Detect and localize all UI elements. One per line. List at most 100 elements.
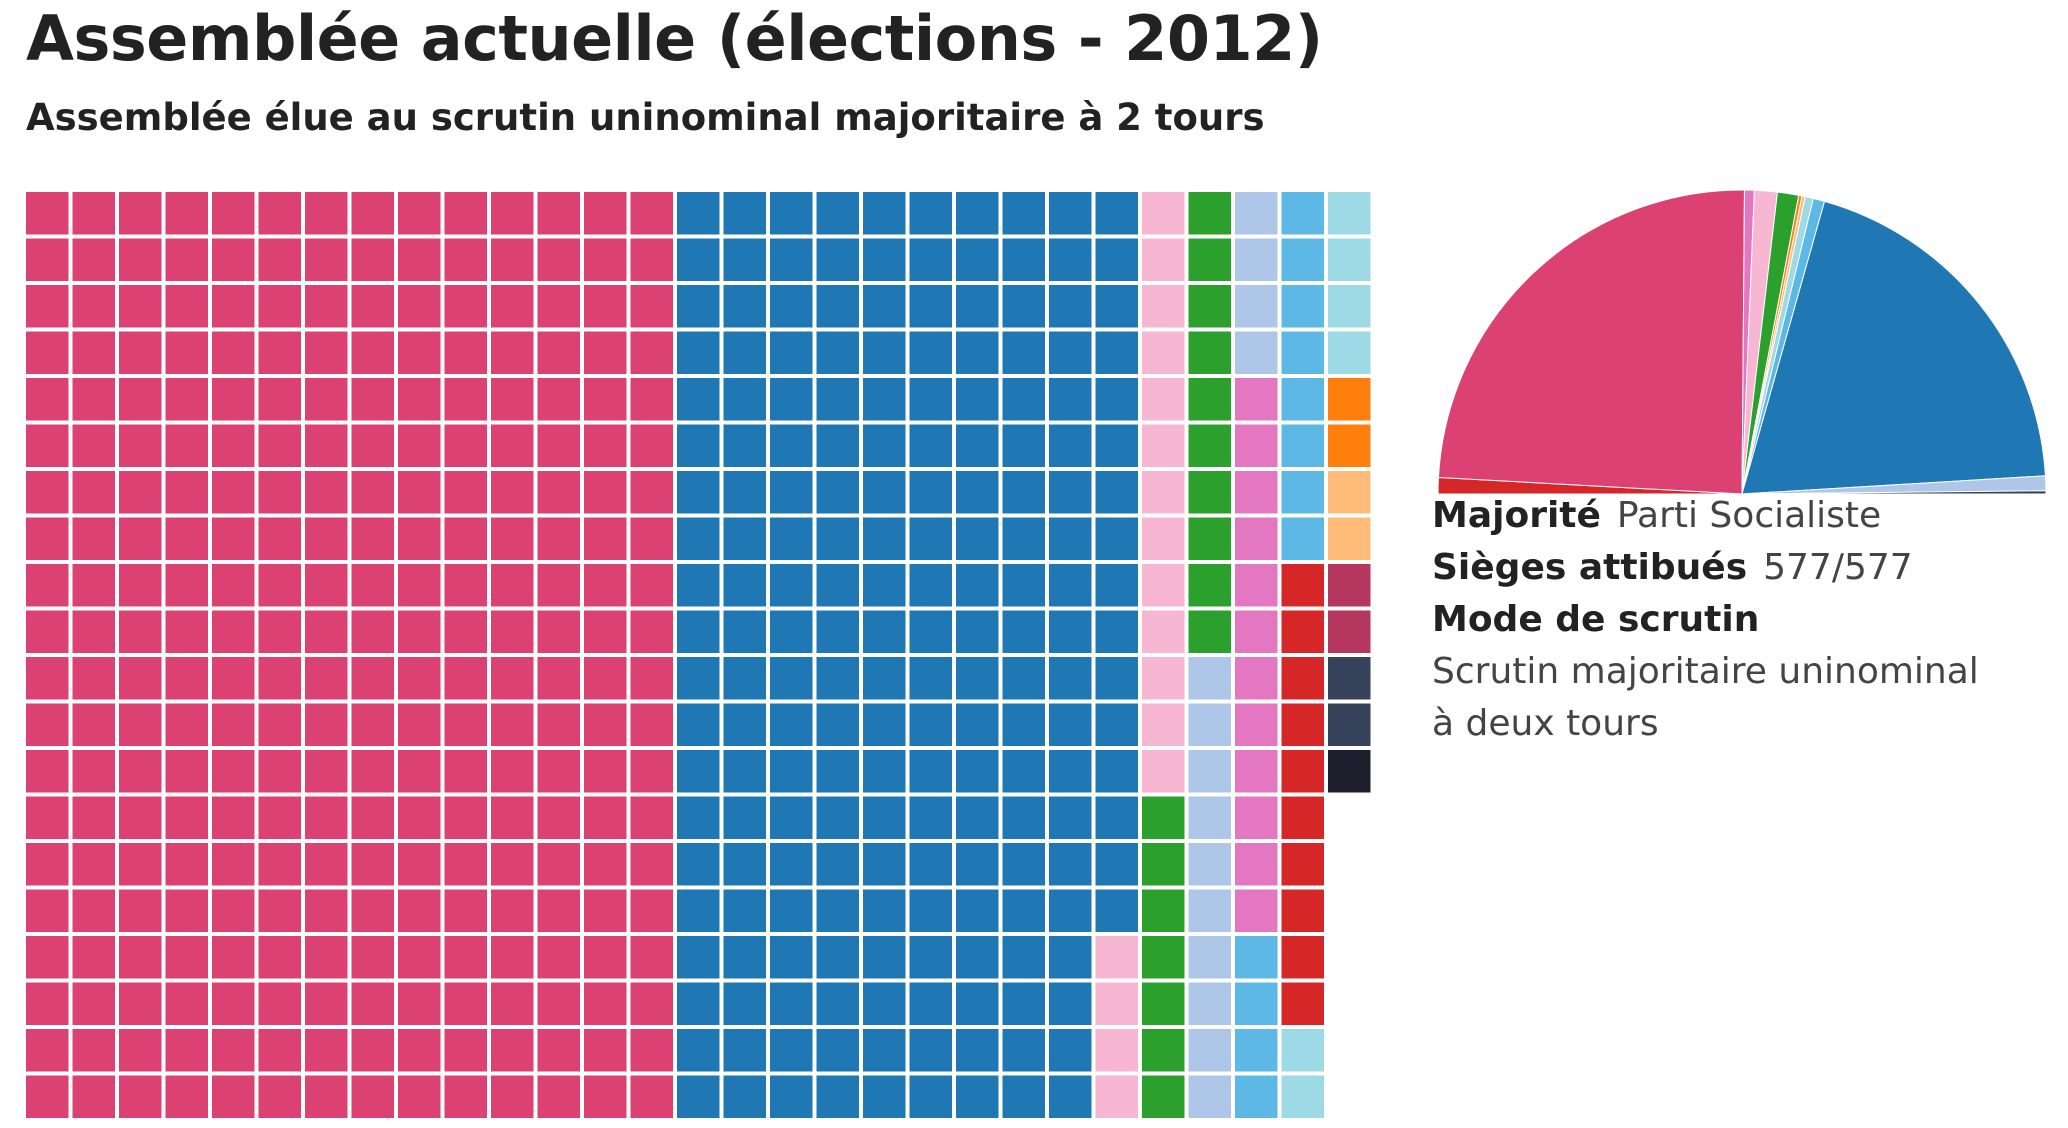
seat-cell — [630, 192, 673, 235]
seat-cell — [444, 238, 487, 281]
seat-cell — [165, 424, 208, 467]
seat-cell — [630, 889, 673, 932]
seat-cell — [863, 703, 906, 746]
seat-cell — [1235, 517, 1278, 560]
seat-cell — [212, 703, 255, 746]
seat-cell — [26, 285, 69, 328]
seat-cell — [212, 610, 255, 653]
seat-cell — [1188, 424, 1231, 467]
seat-cell — [537, 843, 580, 886]
seat-cell — [723, 1075, 766, 1118]
seat-cell — [677, 610, 720, 653]
seat-cell — [212, 471, 255, 514]
seat-cell — [1002, 564, 1045, 607]
seat-cell — [723, 564, 766, 607]
seat-cell — [491, 1029, 534, 1072]
seat-cell — [1002, 982, 1045, 1025]
seat-cell — [1002, 331, 1045, 374]
seat-cell — [677, 517, 720, 560]
seat-cell — [258, 1075, 301, 1118]
seat-cell — [816, 424, 859, 467]
seat-cell — [723, 936, 766, 979]
seat-cell — [770, 982, 813, 1025]
seat-cell — [1049, 889, 1092, 932]
seat-cell — [1281, 564, 1324, 607]
seat-cell — [1142, 378, 1185, 421]
seat-cell — [863, 1029, 906, 1072]
seat-cell — [212, 750, 255, 793]
seat-cell — [537, 564, 580, 607]
seat-cell — [956, 610, 999, 653]
seat-cell — [863, 657, 906, 700]
seat-cell — [723, 192, 766, 235]
seat-cell — [723, 378, 766, 421]
seat-cell — [72, 238, 115, 281]
seat-cell — [1281, 471, 1324, 514]
seat-cell — [72, 192, 115, 235]
seat-cell — [770, 610, 813, 653]
seat-cell — [584, 610, 627, 653]
seat-cell — [305, 1029, 348, 1072]
seat-cell — [1328, 331, 1371, 374]
seat-cell — [770, 331, 813, 374]
seat-cell — [1281, 750, 1324, 793]
seat-cell — [1095, 192, 1138, 235]
seat-cell — [1142, 750, 1185, 793]
seat-cell — [258, 192, 301, 235]
seat-cell — [816, 982, 859, 1025]
seat-cell — [537, 610, 580, 653]
seat-cell — [444, 796, 487, 839]
seat-cell — [119, 238, 162, 281]
seat-cell — [1281, 331, 1324, 374]
seat-cell — [1188, 936, 1231, 979]
seat-cell — [770, 424, 813, 467]
seat-cell — [909, 424, 952, 467]
seat-cell — [165, 192, 208, 235]
seat-cell — [258, 331, 301, 374]
seat-cell — [72, 331, 115, 374]
seat-cell — [863, 936, 906, 979]
seat-cell — [119, 1029, 162, 1072]
seat-cell — [212, 564, 255, 607]
seat-cell — [909, 889, 952, 932]
seat-cell — [1328, 517, 1371, 560]
seat-cell — [1095, 610, 1138, 653]
seat-cell — [863, 1075, 906, 1118]
seat-cell — [1281, 936, 1324, 979]
seats-value: 577/577 — [1763, 547, 1913, 588]
seat-cell — [909, 657, 952, 700]
seat-cell — [1281, 982, 1324, 1025]
seat-cell — [1142, 1029, 1185, 1072]
seat-cell — [351, 471, 394, 514]
waffle-chart — [26, 192, 1371, 1118]
seat-cell — [351, 424, 394, 467]
seat-cell — [584, 378, 627, 421]
seat-cell — [1049, 424, 1092, 467]
seat-cell — [1002, 889, 1045, 932]
seat-cell — [26, 657, 69, 700]
seat-cell — [26, 517, 69, 560]
seat-cell — [770, 378, 813, 421]
seat-cell — [770, 936, 813, 979]
seat-cell — [723, 843, 766, 886]
seat-cell — [909, 471, 952, 514]
seat-cell — [398, 1029, 441, 1072]
seat-cell — [212, 238, 255, 281]
seat-cell — [398, 192, 441, 235]
seat-cell — [630, 750, 673, 793]
seat-cell — [305, 889, 348, 932]
seat-cell — [165, 564, 208, 607]
seat-cell — [770, 657, 813, 700]
seat-cell — [956, 843, 999, 886]
seat-cell — [258, 1029, 301, 1072]
seat-cell — [816, 238, 859, 281]
seat-cell — [1142, 843, 1185, 886]
seat-cell — [537, 238, 580, 281]
seat-cell — [351, 192, 394, 235]
seat-cell — [119, 936, 162, 979]
seat-cell — [537, 517, 580, 560]
seat-cell — [72, 378, 115, 421]
semicircle-pie-chart — [1437, 189, 2047, 495]
seat-cell — [1188, 192, 1231, 235]
seat-cell — [212, 378, 255, 421]
